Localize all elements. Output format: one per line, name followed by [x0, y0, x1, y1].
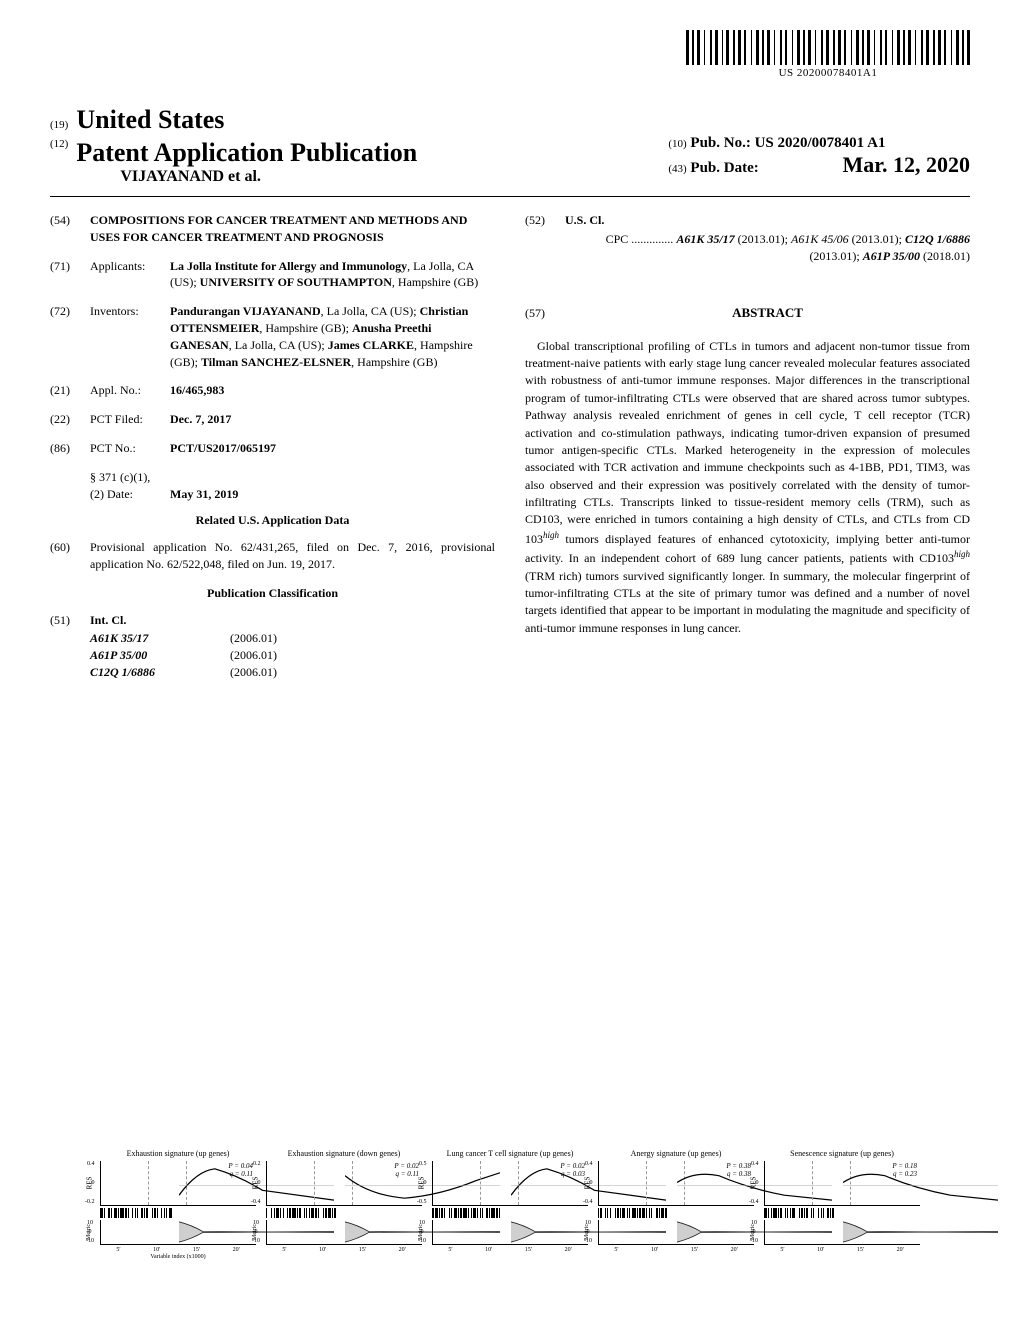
- res-chart: RES0.40-0.4P = 0.18q = 0.23: [764, 1161, 920, 1206]
- res-chart: RES0.20-0.4P = 0.02q = 0.11: [266, 1161, 422, 1206]
- label-19: (19): [50, 119, 68, 131]
- field-num-54: (54): [50, 212, 90, 246]
- barcode-text: US 20200078401A1: [686, 67, 970, 79]
- chart-panel: Exhaustion signature (down genes) RES0.20…: [266, 1149, 422, 1260]
- invention-title: COMPOSITIONS FOR CANCER TREATMENT AND ME…: [90, 212, 495, 246]
- applicants-content: La Jolla Institute for Allergy and Immun…: [170, 258, 495, 292]
- chart-panel: Anergy signature (up genes) RES0.40-0.4P …: [598, 1149, 754, 1260]
- res-chart: RES0.40-0.2P = 0.04q = 0.11: [100, 1161, 256, 1206]
- inventors-content: Pandurangan VIJAYANAND, La Jolla, CA (US…: [170, 303, 495, 370]
- res-chart: RES0.50-0.5P = 0.02q = 0.03: [432, 1161, 588, 1206]
- chart-title: Anergy signature (up genes): [598, 1149, 754, 1158]
- metric-yticks: 100-10: [252, 1220, 260, 1244]
- chart-title: Exhaustion signature (down genes): [266, 1149, 422, 1158]
- related-heading: Related U.S. Application Data: [50, 512, 495, 529]
- xticks: 5'10'15'20': [598, 1247, 754, 1253]
- barcode: [686, 30, 970, 65]
- s371-date-label: (2) Date:: [90, 486, 170, 503]
- field-num-57: (57): [525, 305, 565, 322]
- xticks: 5'10'15'20': [266, 1247, 422, 1253]
- chart-title: Senescence signature (up genes): [764, 1149, 920, 1158]
- gene-barcode: [100, 1208, 256, 1218]
- field-num-52: (52): [525, 212, 565, 229]
- applicants-label: Applicants:: [90, 258, 170, 292]
- chart-stats: P = 0.02q = 0.11: [394, 1163, 419, 1178]
- res-yticks: 0.20-0.4: [251, 1161, 261, 1205]
- inventors-label: Inventors:: [90, 303, 170, 370]
- xlabel: Variable index (x1000): [100, 1254, 256, 1260]
- country-name: United States: [76, 105, 224, 135]
- chart-stats: P = 0.38q = 0.38: [726, 1163, 751, 1178]
- charts-section: Exhaustion signature (up genes) RES0.40-0…: [100, 1149, 920, 1260]
- abstract-heading: ABSTRACT: [565, 304, 970, 322]
- field-num-86: (86): [50, 440, 90, 457]
- res-yticks: 0.40-0.4: [583, 1161, 593, 1205]
- gene-barcode: [432, 1208, 588, 1218]
- metric-chart: Metric100-10: [432, 1220, 588, 1245]
- pct-filed-label: PCT Filed:: [90, 411, 170, 428]
- chart-title: Lung cancer T cell signature (up genes): [432, 1149, 588, 1158]
- appl-no-label: Appl. No.:: [90, 382, 170, 399]
- metric-yticks: 100-10: [418, 1220, 426, 1244]
- label-12: (12): [50, 138, 68, 150]
- res-yticks: 0.50-0.5: [417, 1161, 427, 1205]
- pct-no: PCT/US2017/065197: [170, 440, 495, 457]
- chart-stats: P = 0.18q = 0.23: [892, 1163, 917, 1178]
- cpc-content: CPC .............. A61K 35/17 (2013.01);…: [565, 231, 970, 265]
- chart-panel: Exhaustion signature (up genes) RES0.40-0…: [100, 1149, 256, 1260]
- header-divider: [50, 196, 970, 197]
- label-43: (43): [668, 163, 686, 175]
- pub-no-label: Pub. No.:: [690, 135, 750, 151]
- left-column: (54) COMPOSITIONS FOR CANCER TREATMENT A…: [50, 212, 495, 681]
- field-num-51: (51): [50, 612, 90, 629]
- pub-class-heading: Publication Classification: [50, 585, 495, 602]
- s371-label: § 371 (c)(1),: [90, 469, 495, 486]
- pct-filed: Dec. 7, 2017: [170, 411, 495, 428]
- metric-chart: Metric100-10: [598, 1220, 754, 1245]
- xticks: 5'10'15'20': [100, 1247, 256, 1253]
- us-cl-label: U.S. Cl.: [565, 212, 970, 229]
- metric-chart: Metric100-10: [266, 1220, 422, 1245]
- gene-barcode: [266, 1208, 422, 1218]
- chart-stats: P = 0.04q = 0.11: [228, 1163, 253, 1178]
- field-num-71: (71): [50, 258, 90, 292]
- barcode-section: US 20200078401A1: [686, 30, 970, 79]
- label-10: (10): [668, 138, 686, 150]
- metric-chart: Metric100-10: [100, 1220, 256, 1245]
- chart-panel: Senescence signature (up genes) RES0.40-0…: [764, 1149, 920, 1260]
- appl-no: 16/465,983: [170, 382, 495, 399]
- abstract-text: Global transcriptional profiling of CTLs…: [525, 338, 970, 638]
- chart-title: Exhaustion signature (up genes): [100, 1149, 256, 1158]
- metric-yticks: 100-10: [86, 1220, 94, 1244]
- chart-stats: P = 0.02q = 0.03: [560, 1163, 585, 1178]
- field-num-21: (21): [50, 382, 90, 399]
- res-chart: RES0.40-0.4P = 0.38q = 0.38: [598, 1161, 754, 1206]
- res-yticks: 0.40-0.4: [749, 1161, 759, 1205]
- pub-date: Mar. 12, 2020: [842, 152, 970, 177]
- res-yticks: 0.40-0.2: [85, 1161, 95, 1205]
- xticks: 5'10'15'20': [764, 1247, 920, 1253]
- pct-no-label: PCT No.:: [90, 440, 170, 457]
- pub-no: US 2020/0078401 A1: [755, 135, 886, 151]
- xticks: 5'10'15'20': [432, 1247, 588, 1253]
- field-num-72: (72): [50, 303, 90, 370]
- metric-yticks: 100-10: [750, 1220, 758, 1244]
- chart-panel: Lung cancer T cell signature (up genes) R…: [432, 1149, 588, 1260]
- metric-yticks: 100-10: [584, 1220, 592, 1244]
- metric-chart: Metric100-10: [764, 1220, 920, 1245]
- publication-type: Patent Application Publication: [76, 138, 417, 168]
- gene-barcode: [598, 1208, 754, 1218]
- provisional-info: Provisional application No. 62/431,265, …: [90, 539, 495, 573]
- int-cl-label: Int. Cl.: [90, 612, 495, 629]
- authors: VIJAYANAND et al.: [120, 168, 417, 186]
- right-column: (52) U.S. Cl. CPC .............. A61K 35…: [525, 212, 970, 681]
- field-num-60: (60): [50, 539, 90, 573]
- gene-barcode: [764, 1208, 920, 1218]
- pub-date-label: Pub. Date:: [690, 160, 758, 176]
- field-num-22: (22): [50, 411, 90, 428]
- s371-date: May 31, 2019: [170, 486, 238, 503]
- int-cl-list: A61K 35/17(2006.01) A61P 35/00(2006.01) …: [90, 630, 495, 680]
